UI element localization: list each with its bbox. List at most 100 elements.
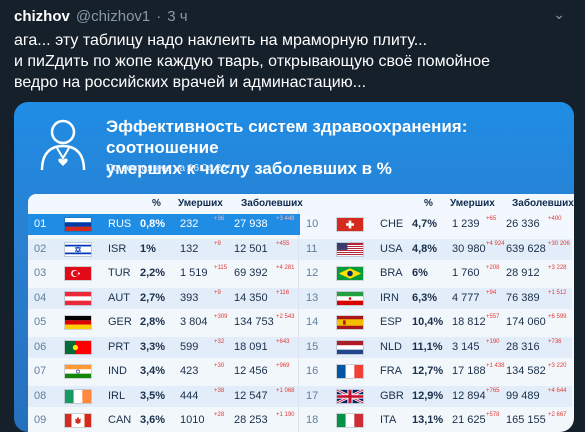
flag-nld-icon [336,339,364,355]
country-code: ESP [380,316,403,328]
infographic-date: По состоянию на 16.04.20* [106,163,231,174]
tweet-media-image[interactable]: Эффективность систем здравоохранения: со… [14,102,574,432]
rank-number: 10 [306,218,319,230]
death-rate: 11,1% [412,340,443,353]
country-code: NLD [380,340,403,353]
flag-bra-icon [336,266,364,281]
rank-number: 15 [306,340,319,353]
cases-count: 99 489 [506,389,540,402]
col-header-sick: Заболевших [241,198,303,209]
rank-number: 18 [306,414,319,426]
death-rate: 2,7% [140,291,166,304]
flag-aut-icon [64,290,92,306]
cases-delta: +643 [276,338,290,345]
col-header-dead: Умерших [178,198,223,209]
col-header-sick: Заболевших [512,198,574,209]
death-rate: 2,2% [140,267,166,279]
death-rate: 1% [140,242,156,255]
cases-delta: +3 220 [548,363,567,369]
deaths-count: 21 625 [452,414,486,426]
deaths-count: 444 [180,389,199,402]
deaths-count: 30 980 [452,242,486,255]
title-line: Эффективность систем здравоохранения: со… [106,117,468,157]
table-row: 18 ITA 13,1% 21 625 +578 165 155 +2 667 [300,410,572,431]
country-code: TUR [108,267,131,279]
country-code: FRA [380,365,402,377]
cases-delta: +2 543 [276,314,295,320]
table-row: 05 GER 2,8% 3 804 +309 134 753 +2 543 [28,312,300,333]
author-name[interactable]: chizhov [14,7,70,25]
flag-gbr-icon [336,388,364,404]
cases-delta: +969 [276,363,290,369]
death-rate: 6,3% [412,291,438,304]
tweet-header: chizhov @chizhov1 · 3 ч ⌄ [14,6,575,26]
rank-number: 13 [306,291,319,304]
deaths-delta: +190 [486,338,500,345]
rank-number: 03 [34,267,47,279]
cases-delta: +3 448 [276,216,295,222]
death-rate: 0,8% [140,218,166,230]
table-row: 04 AUT 2,7% 393 +9 14 350 +116 [28,287,300,309]
cases-count: 134 753 [234,316,274,328]
col-header-dead: Умерших [450,198,495,209]
death-rate: 3,4% [140,365,166,377]
table-row: 13 IRN 6,3% 4 777 +94 76 389 +1 512 [300,287,572,309]
flag-isr-icon [64,241,92,257]
table-row: 02 ISR 1% 132 +9 12 501 +455 [28,238,300,260]
cases-count: 12 547 [234,389,268,402]
table-row: 15 NLD 11,1% 3 145 +190 28 316 +736 [300,336,572,358]
cases-delta: +1 190 [276,412,295,418]
author-handle[interactable]: @chizhov1 [75,7,151,25]
cases-count: 14 350 [234,291,268,304]
deaths-count: 599 [180,340,199,353]
rank-number: 16 [306,365,319,377]
deaths-count: 1 239 [452,218,480,230]
table-row: 06 PRT 3,3% 599 +32 18 091 +643 [28,336,300,358]
death-rate: 12,9% [412,389,444,402]
deaths-count: 3 804 [180,316,208,328]
rank-number: 05 [34,316,47,328]
chevron-down-icon[interactable]: ⌄ [553,6,565,22]
cases-delta: +4 281 [276,265,295,271]
deaths-count: 393 [180,291,199,304]
deaths-delta: +208 [486,265,500,271]
cases-delta: +400 [548,216,562,222]
deaths-delta: +557 [486,314,500,320]
cases-count: 174 060 [506,316,546,328]
deaths-delta: +36 [214,216,225,222]
deaths-delta: +94 [486,289,497,296]
deaths-count: 1 760 [452,267,480,279]
country-code: USA [380,242,403,255]
deaths-delta: +4 924 [486,240,505,247]
flag-irn-icon [336,290,364,306]
cases-count: 134 582 [506,365,546,377]
deaths-delta: +30 [214,363,225,369]
cases-delta: +736 [548,338,562,345]
table-row: 14 ESP 10,4% 18 812 +557 174 060 +6 599 [300,312,572,333]
deaths-count: 1010 [180,414,205,426]
deaths-count: 132 [180,242,199,255]
country-code: ITA [380,414,397,426]
flag-che-icon [336,217,364,232]
rank-number: 17 [306,389,319,402]
deaths-delta: +38 [214,387,225,394]
cases-delta: +3 228 [548,265,567,271]
country-code: AUT [108,291,130,304]
death-rate: 3,5% [140,389,166,402]
doctor-icon [40,119,86,171]
cases-count: 26 336 [506,218,540,230]
tweet-timestamp[interactable]: 3 ч [167,7,188,25]
rank-number: 14 [306,316,319,328]
rank-number: 12 [306,267,319,279]
cases-count: 165 155 [506,414,546,426]
tweet-line: и пиZдить по жопе каждую тварь, открываю… [14,53,491,70]
table-row: 01 RUS 0,8% 232 +36 27 938 +3 448 [28,214,300,235]
cases-delta: +2 667 [548,412,567,418]
deaths-count: 4 777 [452,291,480,304]
deaths-delta: +9 [214,289,221,296]
flag-ger-icon [64,315,92,330]
title-line: умерших к числу заболевших в % [106,159,392,178]
flag-ind-icon [64,364,92,379]
deaths-delta: +309 [214,314,228,320]
separator-dot: · [156,7,162,25]
